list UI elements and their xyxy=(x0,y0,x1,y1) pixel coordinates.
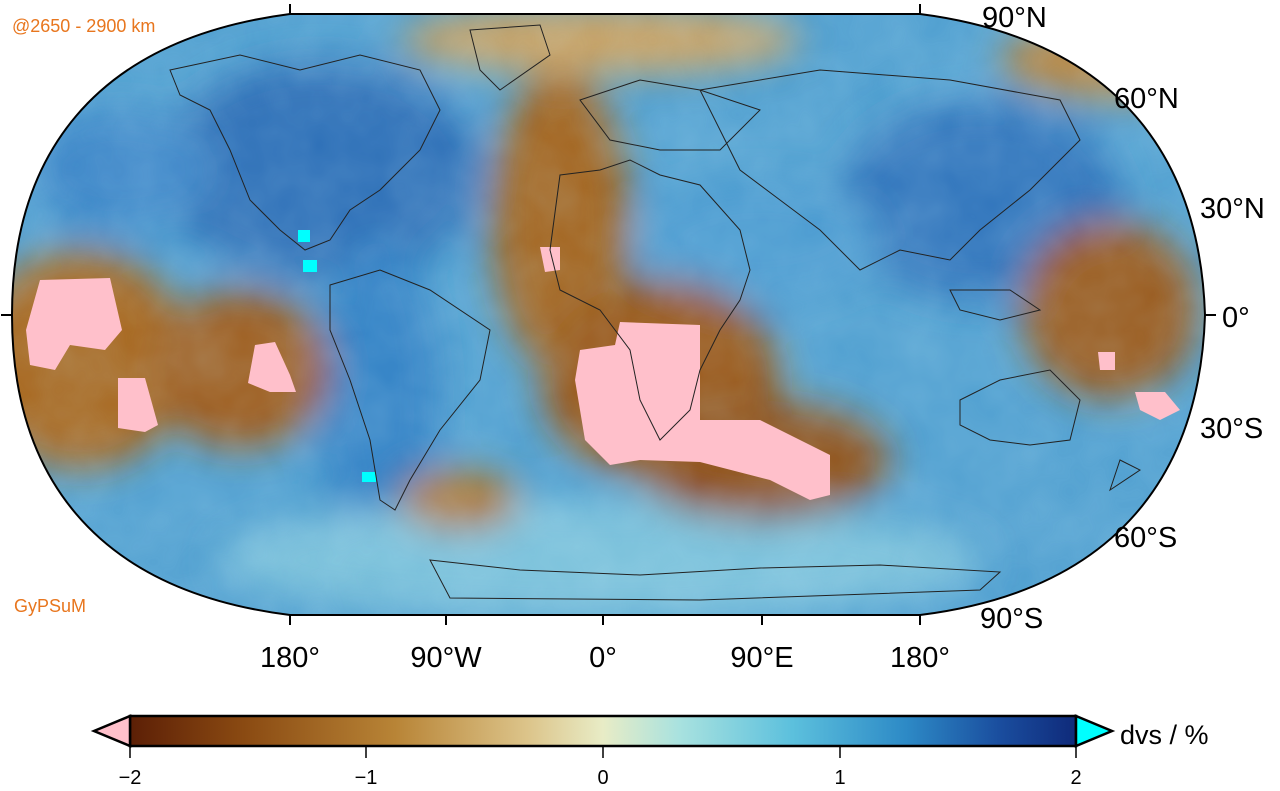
colorbar-tick-neg2: −2 xyxy=(119,767,142,789)
cyan-anomaly-regions xyxy=(298,230,376,482)
lon-label-180e: 180° xyxy=(890,642,950,674)
colorbar-tick-1: 1 xyxy=(834,767,845,789)
colorbar-tick-0: 0 xyxy=(597,767,608,789)
depth-range-label: @2650 - 2900 km xyxy=(12,16,155,36)
coastlines xyxy=(169,24,1141,601)
longitude-labels: 180° 90°W 0° 90°E 180° xyxy=(260,642,950,674)
pink-anomaly-regions xyxy=(26,247,1180,500)
latitude-labels: 90°N 60°N 30°N 0° 30°S 60°S 90°S xyxy=(980,2,1265,635)
lon-label-180w: 180° xyxy=(260,642,320,674)
lat-label-0: 0° xyxy=(1222,302,1250,334)
velocity-anomaly-field xyxy=(12,14,1205,615)
colorbar: −2 −1 0 1 2 dvs / % xyxy=(90,714,1209,789)
colorbar-unit-label: dvs / % xyxy=(1120,720,1209,750)
lon-label-90w: 90°W xyxy=(410,642,482,674)
lat-label-30n: 30°N xyxy=(1200,193,1265,225)
lon-label-90e: 90°E xyxy=(730,642,793,674)
lat-label-90n: 90°N xyxy=(982,2,1047,34)
colorbar-tick-neg1: −1 xyxy=(355,767,378,789)
lat-label-60n: 60°N xyxy=(1114,83,1179,115)
colorbar-under-triangle xyxy=(90,714,132,748)
lat-label-90s: 90°S xyxy=(980,603,1043,635)
colorbar-tick-2: 2 xyxy=(1070,767,1081,789)
colorbar-over-triangle xyxy=(1074,714,1116,748)
colorbar-gradient xyxy=(128,714,1078,748)
lon-label-0: 0° xyxy=(589,642,617,674)
colorbar-ticks xyxy=(129,746,1077,758)
lat-label-30s: 30°S xyxy=(1200,413,1263,445)
model-name-label: GyPSuM xyxy=(14,596,86,616)
frame-ticks xyxy=(1,4,1216,625)
lat-label-60s: 60°S xyxy=(1114,522,1177,554)
